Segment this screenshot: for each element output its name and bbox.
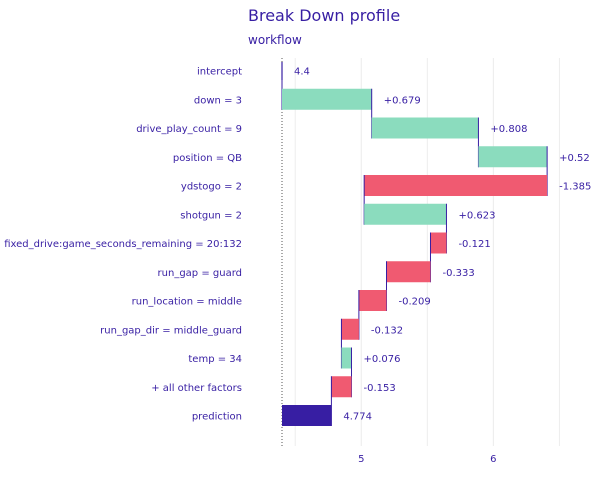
bar-positive (478, 146, 548, 168)
variable-label: ydstogo = 2 (181, 182, 242, 193)
data-label: +0.623 (458, 210, 495, 221)
bar-positive (371, 117, 479, 139)
data-label: -0.209 (398, 297, 430, 308)
bars-layer: 4.4 +0.679 +0.808 +0.52 -1.385 +0.623 -0.121 -0… (281, 62, 591, 426)
data-label: -0.121 (458, 239, 490, 250)
variable-labels: intercept down = 3 drive_play_count = 9 pos… (4, 67, 242, 423)
variable-label: intercept (197, 67, 242, 78)
bar-negative (386, 261, 431, 283)
bar-prediction (282, 405, 332, 426)
chart-subtitle: workflow (248, 33, 302, 47)
data-label: -1.385 (559, 182, 591, 193)
bar-positive (282, 88, 372, 110)
variable-label: run_location = middle (132, 297, 242, 308)
bar-negative (364, 175, 548, 196)
variable-label: down = 3 (194, 95, 242, 106)
chart-title: Break Down profile (248, 6, 400, 25)
bar-negative (331, 376, 352, 398)
variable-label: run_gap = guard (158, 268, 242, 279)
data-label: 4.774 (343, 412, 372, 423)
variable-label: shotgun = 2 (180, 210, 242, 221)
variable-label: run_gap_dir = middle_guard (100, 325, 242, 336)
variable-label: temp = 34 (188, 354, 242, 365)
data-label: -0.153 (363, 383, 395, 394)
variable-label: drive_play_count = 9 (136, 124, 242, 135)
variable-label: + all other factors (151, 383, 242, 394)
bar-negative (430, 232, 447, 254)
data-label: -0.132 (371, 325, 403, 336)
data-label: -0.333 (442, 268, 474, 279)
x-tick-label: 5 (358, 454, 364, 465)
variable-label: fixed_drive:game_seconds_remaining = 20:… (4, 239, 242, 250)
x-tick-label: 6 (490, 454, 496, 465)
variable-label: position = QB (173, 153, 242, 164)
data-label: +0.52 (559, 153, 590, 164)
bar-negative (358, 290, 387, 311)
bar-positive (364, 203, 447, 225)
variable-label: prediction (192, 412, 242, 423)
data-label: +0.808 (490, 124, 527, 135)
bar-negative (341, 318, 359, 340)
data-label: +0.679 (384, 95, 421, 106)
data-label: 4.4 (294, 67, 310, 78)
bar-positive (341, 347, 352, 369)
data-label: +0.076 (363, 354, 400, 365)
